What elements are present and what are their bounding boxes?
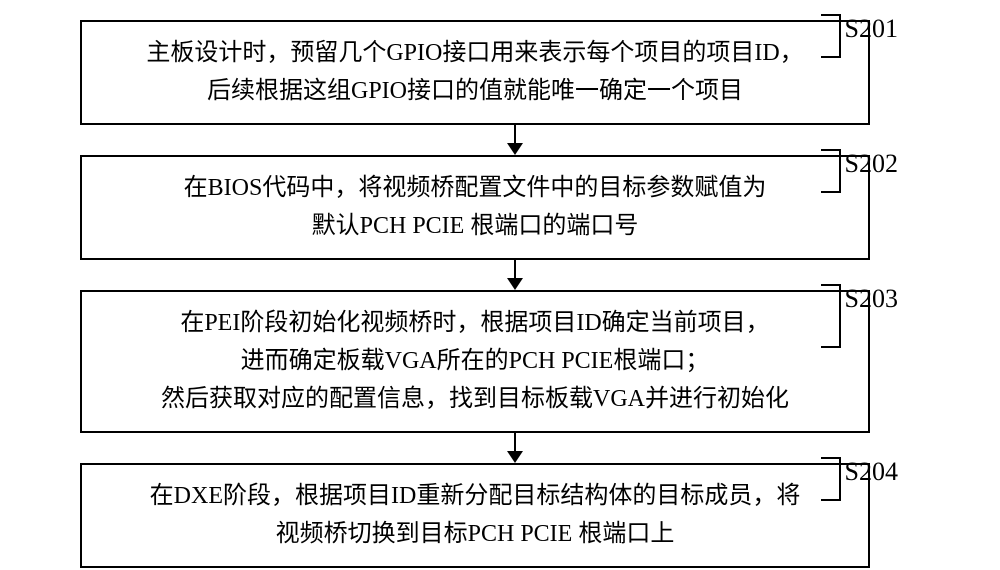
label-connector: S204: [821, 457, 898, 501]
bracket: [821, 149, 841, 193]
bracket: [821, 14, 841, 58]
step-box-4: 在DXE阶段，根据项目ID重新分配目标结构体的目标成员，将 视频桥切换到目标PC…: [80, 463, 870, 568]
step-text: 然后获取对应的配置信息，找到目标板载VGA并进行初始化: [102, 380, 848, 418]
label-connector: S201: [821, 14, 898, 58]
arrow-container: [120, 125, 910, 155]
step-text: 视频桥切换到目标PCH PCIE 根端口上: [102, 515, 848, 553]
arrow-icon: [514, 433, 516, 455]
step-box-1: 主板设计时，预留几个GPIO接口用来表示每个项目的项目ID， 后续根据这组GPI…: [80, 20, 870, 125]
step-label: S203: [845, 284, 898, 314]
step-row: 在PEI阶段初始化视频桥时，根据项目ID确定当前项目， 进而确定板载VGA所在的…: [50, 290, 950, 433]
step-text: 后续根据这组GPIO接口的值就能唯一确定一个项目: [102, 72, 848, 110]
step-text: 进而确定板载VGA所在的PCH PCIE根端口；: [102, 342, 848, 380]
step-row: 在BIOS代码中，将视频桥配置文件中的目标参数赋值为 默认PCH PCIE 根端…: [50, 155, 950, 260]
step-label: S204: [845, 457, 898, 487]
flowchart-container: 主板设计时，预留几个GPIO接口用来表示每个项目的项目ID， 后续根据这组GPI…: [50, 20, 950, 568]
step-box-3: 在PEI阶段初始化视频桥时，根据项目ID确定当前项目， 进而确定板载VGA所在的…: [80, 290, 870, 433]
label-connector: S203: [821, 284, 898, 348]
step-text: 在BIOS代码中，将视频桥配置文件中的目标参数赋值为: [102, 169, 848, 207]
bracket: [821, 457, 841, 501]
bracket: [821, 284, 841, 348]
step-label: S201: [845, 14, 898, 44]
step-row: 主板设计时，预留几个GPIO接口用来表示每个项目的项目ID， 后续根据这组GPI…: [50, 20, 950, 125]
arrow-container: [120, 433, 910, 463]
arrow-icon: [514, 260, 516, 282]
step-text: 默认PCH PCIE 根端口的端口号: [102, 207, 848, 245]
label-connector: S202: [821, 149, 898, 193]
arrow-container: [120, 260, 910, 290]
step-row: 在DXE阶段，根据项目ID重新分配目标结构体的目标成员，将 视频桥切换到目标PC…: [50, 463, 950, 568]
arrow-icon: [514, 125, 516, 147]
step-text: 在PEI阶段初始化视频桥时，根据项目ID确定当前项目，: [102, 304, 848, 342]
step-text: 主板设计时，预留几个GPIO接口用来表示每个项目的项目ID，: [102, 34, 848, 72]
step-label: S202: [845, 149, 898, 179]
step-text: 在DXE阶段，根据项目ID重新分配目标结构体的目标成员，将: [102, 477, 848, 515]
step-box-2: 在BIOS代码中，将视频桥配置文件中的目标参数赋值为 默认PCH PCIE 根端…: [80, 155, 870, 260]
